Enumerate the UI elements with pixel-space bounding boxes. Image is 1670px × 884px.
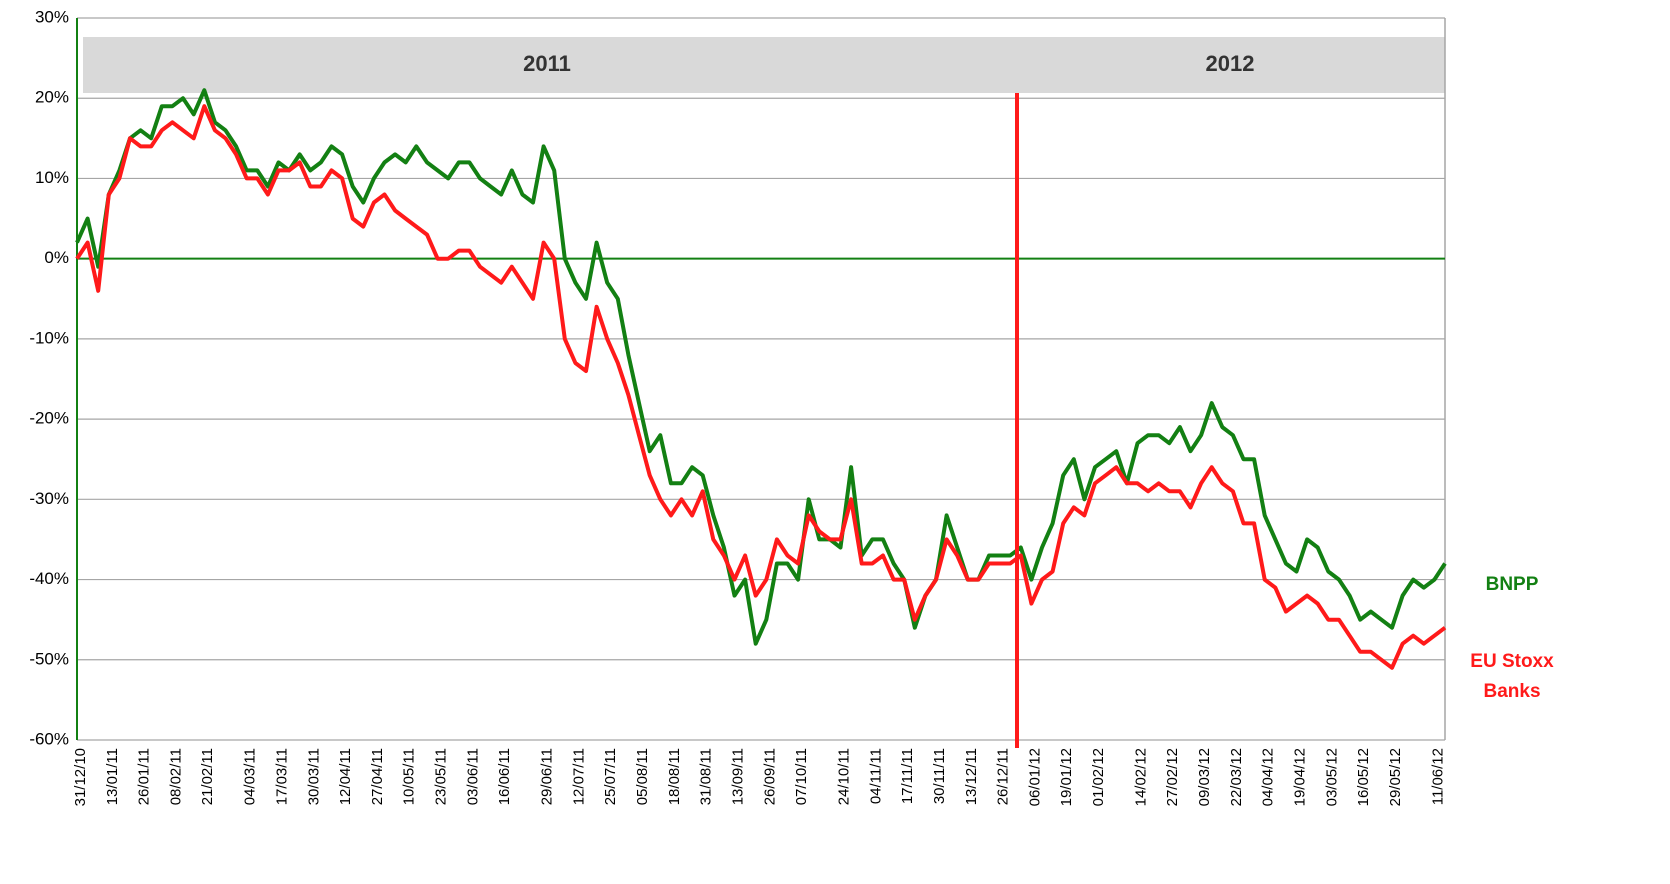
x-tick-label: 27/04/11 [369, 748, 386, 805]
x-tick-label: 01/02/12 [1090, 748, 1107, 806]
y-tick-label: 10% [35, 168, 69, 187]
x-tick-label: 10/05/11 [401, 748, 418, 805]
x-tick-label: 09/03/12 [1196, 748, 1213, 806]
year-label: 2012 [1206, 51, 1255, 76]
x-tick-label: 16/05/12 [1355, 748, 1372, 806]
x-tick-label: 23/05/11 [433, 748, 450, 805]
line-series [75, 88, 1447, 646]
x-tick-label: 13/12/11 [963, 748, 980, 805]
x-tick-label: 29/06/11 [539, 748, 556, 805]
x-tick-label: 26/09/11 [761, 748, 778, 805]
year-band [83, 37, 1445, 93]
x-tick-label: 24/10/11 [836, 748, 853, 805]
y-tick-label: -20% [29, 409, 69, 428]
x-tick-label: 04/04/12 [1260, 748, 1277, 806]
x-tick-label: 31/08/11 [698, 748, 715, 805]
x-tick-label: 18/08/11 [666, 748, 683, 805]
y-tick-label: -10% [29, 328, 69, 347]
x-tick-label: 17/11/11 [899, 748, 916, 804]
x-tick-label: 13/01/11 [104, 748, 121, 805]
x-tick-label: 19/04/12 [1292, 748, 1309, 806]
x-tick-label: 17/03/11 [273, 748, 290, 805]
x-tick-label: 11/06/12 [1429, 748, 1446, 805]
x-tick-label: 22/03/12 [1228, 748, 1245, 806]
year-label: 2011 [523, 51, 571, 76]
x-tick-label: 12/04/11 [337, 748, 354, 805]
x-tick-label: 08/02/11 [167, 748, 184, 805]
y-tick-label: -50% [29, 649, 69, 668]
x-tick-label: 16/06/11 [496, 748, 513, 805]
legend-entry: EU Stoxx Banks [1470, 651, 1554, 702]
y-tick-label: 0% [44, 248, 69, 267]
y-tick-label: 30% [35, 7, 69, 26]
x-tick-label: 29/05/12 [1387, 748, 1404, 806]
x-tick-label: 31/12/10 [72, 748, 89, 806]
x-tick-label: 14/02/12 [1132, 748, 1149, 806]
x-tick-label: 03/06/11 [464, 748, 481, 805]
x-tick-label: 25/07/11 [602, 748, 619, 805]
x-tick-label: 05/08/11 [634, 748, 651, 805]
x-tick-label: 07/10/11 [793, 748, 810, 805]
legend-entry: BNPP [1485, 574, 1539, 595]
y-tick-label: 20% [35, 88, 69, 107]
x-tick-label: 30/03/11 [305, 748, 322, 805]
x-tick-label: 27/02/12 [1164, 748, 1181, 806]
y-tick-label: -30% [29, 489, 69, 508]
x-tick-label: 04/11/11 [867, 748, 884, 804]
x-tick-label: 13/09/11 [729, 748, 746, 805]
x-tick-label: 21/02/11 [199, 748, 216, 805]
y-tick-label: -60% [29, 729, 69, 748]
x-tick-label: 06/01/12 [1026, 748, 1043, 806]
x-tick-label: 19/01/12 [1058, 748, 1075, 806]
x-tick-label: 12/07/11 [570, 748, 587, 805]
x-tick-label: 04/03/11 [242, 748, 259, 805]
x-tick-label: 26/12/11 [995, 748, 1012, 805]
x-tick-label: 30/11/11 [931, 748, 948, 804]
x-tick-label: 03/05/12 [1323, 748, 1340, 806]
line-series [75, 104, 1447, 670]
x-tick-label: 26/01/11 [136, 748, 153, 805]
y-tick-label: -40% [29, 569, 69, 588]
